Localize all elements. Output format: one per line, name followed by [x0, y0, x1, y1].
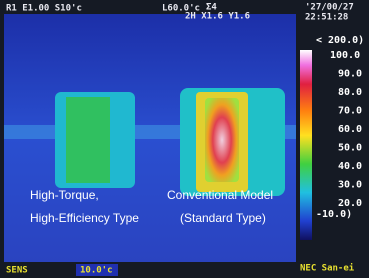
scale-label: 20.0	[338, 198, 362, 209]
scale-label: 50.0	[338, 143, 362, 154]
scale-range-bottom: -10.0)	[316, 209, 352, 220]
scale-label: 30.0	[338, 180, 362, 191]
scale-label: 90.0	[338, 69, 362, 80]
status-time: 22:51:28	[305, 13, 348, 23]
status-left: R1 E1.00 S10'c	[6, 4, 82, 14]
scale-label: 70.0	[338, 106, 362, 117]
caption-right-2: (Standard Type)	[180, 211, 266, 225]
scale-label: 80.0	[338, 87, 362, 98]
caption-left-2: High-Efficiency Type	[30, 211, 139, 225]
brand: NEC San-ei	[300, 263, 355, 274]
caption-right-1: Conventional Model	[167, 188, 273, 202]
color-scale	[300, 50, 312, 240]
scale-label: 60.0	[338, 124, 362, 135]
thermal-screen: R1 E1.00 S10'c L60.0'c Σ4 2H X1.6 Y1.6 '…	[0, 0, 369, 278]
status-zoom: 2H X1.6 Y1.6	[185, 12, 250, 22]
sens-value: 10.0'c	[80, 266, 113, 276]
status-date: '27/00/27	[305, 3, 354, 13]
sens-label: SENS	[6, 266, 28, 276]
scale-range-top: < 200.0)	[316, 35, 364, 46]
scale-label: 100.0	[330, 50, 360, 61]
scale-label: 40.0	[338, 161, 362, 172]
caption-left-1: High-Torque,	[30, 188, 99, 202]
left-motor-core	[66, 97, 110, 183]
right-motor-hotspot	[205, 98, 239, 182]
